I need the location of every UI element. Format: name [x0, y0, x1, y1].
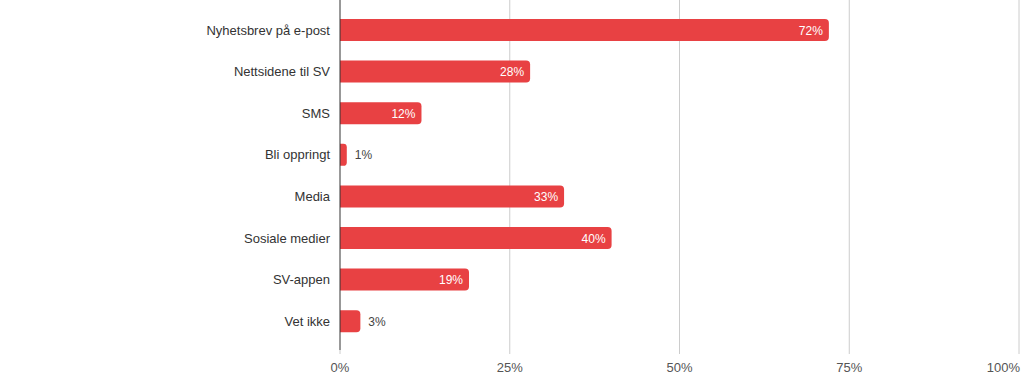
bar	[340, 227, 612, 249]
grid-line	[1019, 0, 1020, 350]
labels: Nyhetsbrev på e-post 72% Nettsidene til SV…	[206, 23, 823, 329]
data-label: 12%	[391, 107, 415, 121]
data-label: 72%	[799, 24, 823, 38]
grid-line	[849, 0, 850, 350]
tick-mark	[509, 350, 510, 354]
chart: 0% 25% 50% 75% 100% Nyhetsbrev på e-post 72% Ne…	[0, 0, 1024, 378]
category-label: SMS	[302, 106, 331, 121]
bars	[340, 19, 829, 332]
data-label: 28%	[500, 65, 524, 79]
category-label: Vet ikke	[284, 314, 330, 329]
tick-label: 75%	[836, 360, 862, 375]
bar	[340, 310, 360, 332]
category-label: Sosiale medier	[244, 231, 331, 246]
data-label: 33%	[534, 190, 558, 204]
category-label: Media	[295, 189, 331, 204]
grid-line	[509, 0, 510, 350]
bar	[340, 144, 347, 166]
data-label: 3%	[368, 315, 386, 329]
bar	[340, 19, 829, 41]
bar	[340, 269, 469, 291]
category-label: Bli oppringt	[265, 147, 330, 162]
bar	[340, 61, 530, 83]
tick-label: 0%	[331, 360, 350, 375]
bar	[340, 102, 421, 124]
data-label: 1%	[355, 148, 373, 162]
category-label: SV-appen	[273, 272, 330, 287]
category-label: Nettsidene til SV	[234, 64, 330, 79]
tick-label: 25%	[497, 360, 523, 375]
tick-mark	[849, 350, 850, 354]
tick-mark	[679, 350, 680, 354]
tick-label: 50%	[666, 360, 692, 375]
category-label: Nyhetsbrev på e-post	[206, 23, 330, 38]
data-label: 40%	[582, 232, 606, 246]
axis-line	[340, 0, 341, 350]
data-label: 19%	[439, 273, 463, 287]
grid-line	[679, 0, 680, 350]
bar	[340, 185, 564, 207]
tick-mark	[1019, 350, 1020, 354]
tick-label: 100%	[987, 360, 1021, 375]
tick-mark	[340, 350, 341, 354]
